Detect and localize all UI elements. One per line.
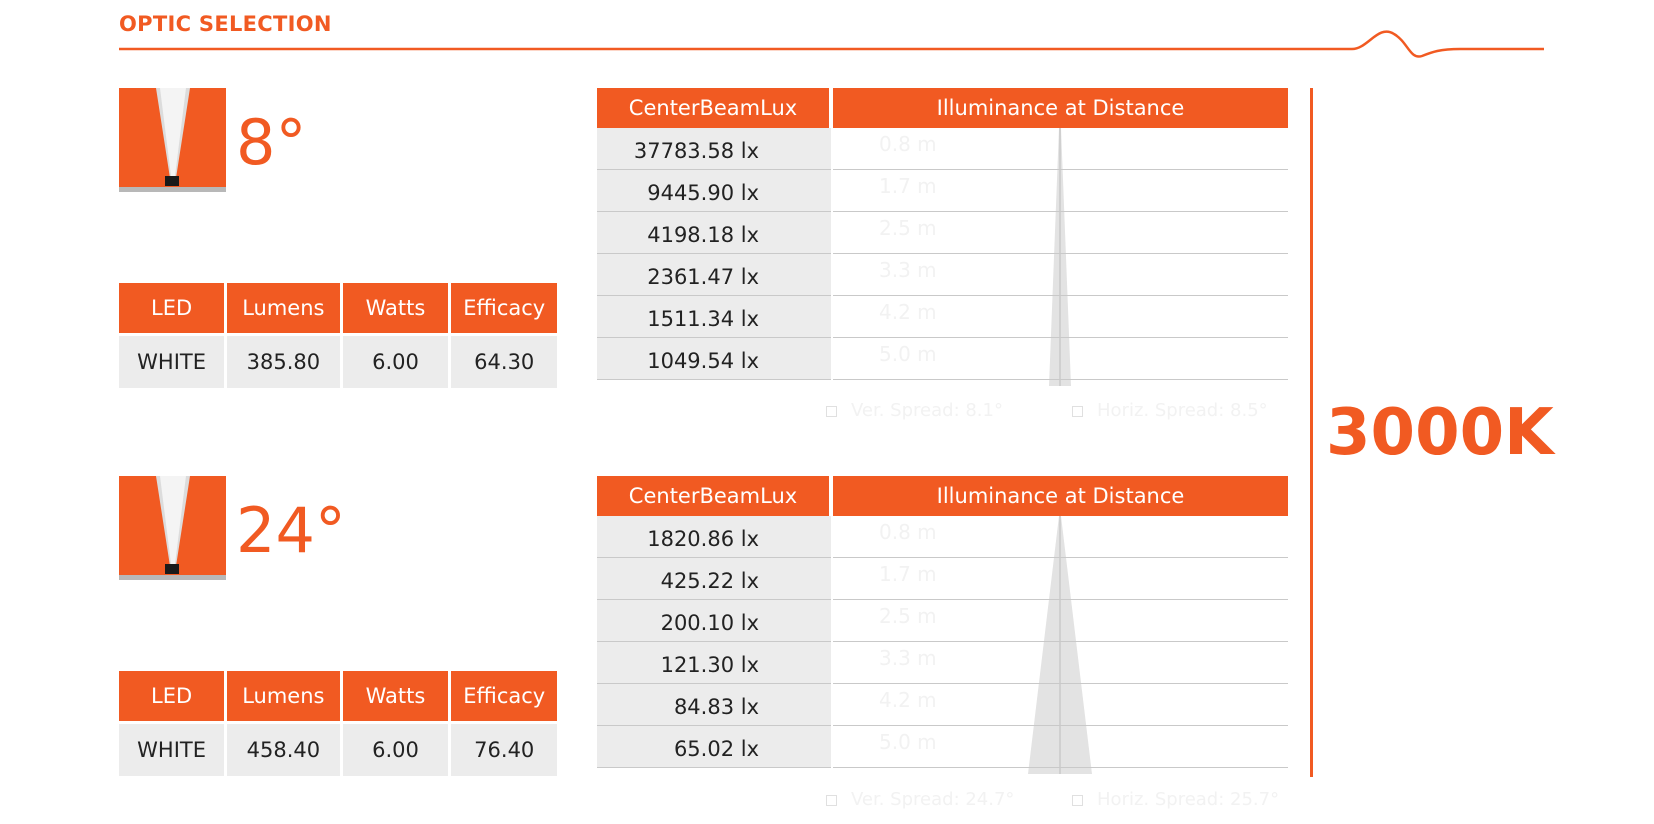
- lux-value: 425.22 lx: [597, 558, 831, 600]
- illuminance-header: Illuminance at Distance: [833, 88, 1288, 128]
- spec-header-efficacy: Efficacy: [451, 671, 557, 721]
- lux-column-header: CenterBeamLux: [597, 476, 831, 516]
- lux-value: 1511.34 lx: [597, 296, 831, 338]
- ver-spread-label: Ver. Spread: 8.1°: [851, 400, 1003, 421]
- lux-value: 1049.54 lx: [597, 338, 831, 380]
- horiz-spread-legend: Horiz. Spread: 8.5°: [1072, 400, 1268, 421]
- spec-led: WHITE: [119, 333, 228, 388]
- ver-spread-label: Ver. Spread: 24.7°: [851, 789, 1015, 810]
- spec-lumens: 385.80: [227, 333, 343, 388]
- distance-label: 1.7 m: [879, 562, 937, 586]
- distance-label: 2.5 m: [879, 604, 937, 628]
- vertical-divider: [1310, 88, 1313, 777]
- spec-table: LED Lumens Watts Efficacy WHITE 385.80 6…: [119, 283, 557, 388]
- section-title: OPTIC SELECTION: [119, 12, 332, 36]
- distance-label: 5.0 m: [879, 730, 937, 754]
- spec-led: WHITE: [119, 721, 228, 776]
- spec-header-lumens: Lumens: [227, 283, 343, 333]
- lux-value: 4198.18 lx: [597, 212, 831, 254]
- lux-value: 65.02 lx: [597, 726, 831, 768]
- distance-label: 5.0 m: [879, 342, 937, 366]
- legend-swatch: [1072, 794, 1083, 806]
- beam-angle-label: 24°: [236, 494, 346, 567]
- legend-swatch: [826, 405, 837, 417]
- spec-watts: 6.00: [342, 721, 452, 776]
- spec-header-lumens: Lumens: [227, 671, 343, 721]
- distance-label: 1.7 m: [879, 174, 937, 198]
- center-beam-lux-column: CenterBeamLux 37783.58 lx 9445.90 lx 419…: [597, 88, 831, 380]
- legend-swatch: [1072, 405, 1083, 417]
- distance-label: 3.3 m: [879, 258, 937, 282]
- illuminance-rows: 0.8 m 1.7 m 2.5 m 3.3 m 4.2 m 5.0 m: [833, 516, 1288, 768]
- beam-spread-diagram: [1049, 128, 1071, 386]
- lux-value: 121.30 lx: [597, 642, 831, 684]
- lux-value: 1820.86 lx: [597, 516, 831, 558]
- spec-lumens: 458.40: [227, 721, 343, 776]
- lux-value: 2361.47 lx: [597, 254, 831, 296]
- horiz-spread-label: Horiz. Spread: 8.5°: [1097, 400, 1268, 421]
- illuminance-rows: 0.8 m 1.7 m 2.5 m 3.3 m 4.2 m 5.0 m: [833, 128, 1288, 380]
- spec-efficacy: 64.30: [451, 333, 557, 388]
- ver-spread-legend: Ver. Spread: 24.7°: [826, 789, 1014, 810]
- distance-label: 0.8 m: [879, 520, 937, 544]
- horiz-spread-label: Horiz. Spread: 25.7°: [1097, 789, 1280, 810]
- ver-spread-legend: Ver. Spread: 8.1°: [826, 400, 1003, 421]
- distance-label: 4.2 m: [879, 300, 937, 324]
- header-divider-line: [119, 30, 1544, 58]
- beam-spread-diagram: [1028, 516, 1092, 774]
- legend-swatch: [826, 794, 837, 806]
- center-beam-lux-column: CenterBeamLux 1820.86 lx 425.22 lx 200.1…: [597, 476, 831, 768]
- distance-label: 3.3 m: [879, 646, 937, 670]
- lux-column-header: CenterBeamLux: [597, 88, 831, 128]
- lux-value: 200.10 lx: [597, 600, 831, 642]
- horiz-spread-legend: Horiz. Spread: 25.7°: [1072, 789, 1279, 810]
- lux-value: 84.83 lx: [597, 684, 831, 726]
- spec-header-watts: Watts: [342, 671, 452, 721]
- distance-label: 2.5 m: [879, 216, 937, 240]
- beam-angle-icon: [119, 476, 226, 580]
- illuminance-header: Illuminance at Distance: [833, 476, 1288, 516]
- lux-value: 37783.58 lx: [597, 128, 831, 170]
- spec-header-efficacy: Efficacy: [451, 283, 557, 333]
- distance-label: 0.8 m: [879, 132, 937, 156]
- spec-header-watts: Watts: [342, 283, 452, 333]
- color-temperature-label: 3000K: [1326, 396, 1554, 470]
- beam-angle-label: 8°: [236, 106, 307, 179]
- distance-label: 4.2 m: [879, 688, 937, 712]
- spec-table: LED Lumens Watts Efficacy WHITE 458.40 6…: [119, 671, 557, 776]
- beam-angle-icon: [119, 88, 226, 192]
- spec-header-led: LED: [119, 283, 228, 333]
- spec-watts: 6.00: [342, 333, 452, 388]
- spec-efficacy: 76.40: [451, 721, 557, 776]
- lux-value: 9445.90 lx: [597, 170, 831, 212]
- spec-header-led: LED: [119, 671, 228, 721]
